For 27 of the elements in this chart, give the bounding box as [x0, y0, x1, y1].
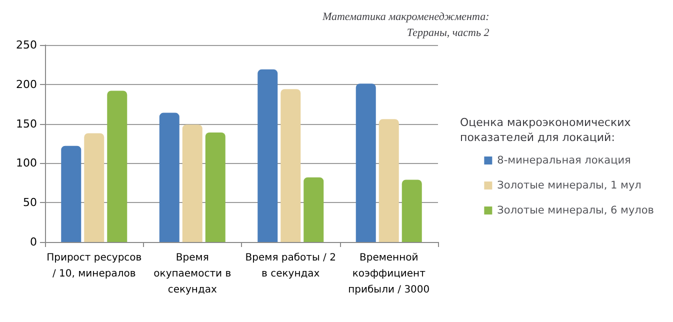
- y-tick-label: 0: [30, 236, 37, 248]
- y-tick-label: 50: [23, 196, 37, 210]
- bar: [61, 146, 82, 242]
- legend-label: 8-минеральная локация: [497, 154, 631, 166]
- bar: [182, 124, 202, 242]
- x-tick-label: Время работы / 2 в секундах: [245, 252, 336, 280]
- x-tick-label: Прирост ресурсов / 10, минералов: [46, 252, 142, 280]
- legend-title: Оценка макроэкономических показателей для локаций:: [460, 116, 632, 144]
- bar: [356, 84, 376, 242]
- y-tick-label: 100: [16, 156, 37, 170]
- bar: [258, 69, 278, 242]
- bar: [205, 132, 226, 242]
- bar: [280, 89, 301, 242]
- legend-label: Золотые минералы, 6 мулов: [497, 204, 654, 216]
- bar: [304, 177, 324, 242]
- bar: [84, 133, 104, 242]
- bar: [378, 119, 399, 242]
- bar: [159, 112, 180, 242]
- x-tick-label: Временной коэффициент прибыли / 3000: [348, 252, 430, 296]
- x-tick-label: Время окупаемости в секундах: [154, 252, 232, 296]
- bar: [107, 90, 128, 242]
- bar: [402, 180, 422, 242]
- chart-title: Математика макроменеджмента: Терраны, часть 2: [321, 11, 490, 39]
- y-tick-label: 200: [16, 78, 37, 91]
- legend-label: Золотые минералы, 1 мул: [497, 180, 642, 192]
- y-tick-label: 250: [16, 38, 37, 52]
- y-tick-label: 150: [16, 117, 37, 130]
